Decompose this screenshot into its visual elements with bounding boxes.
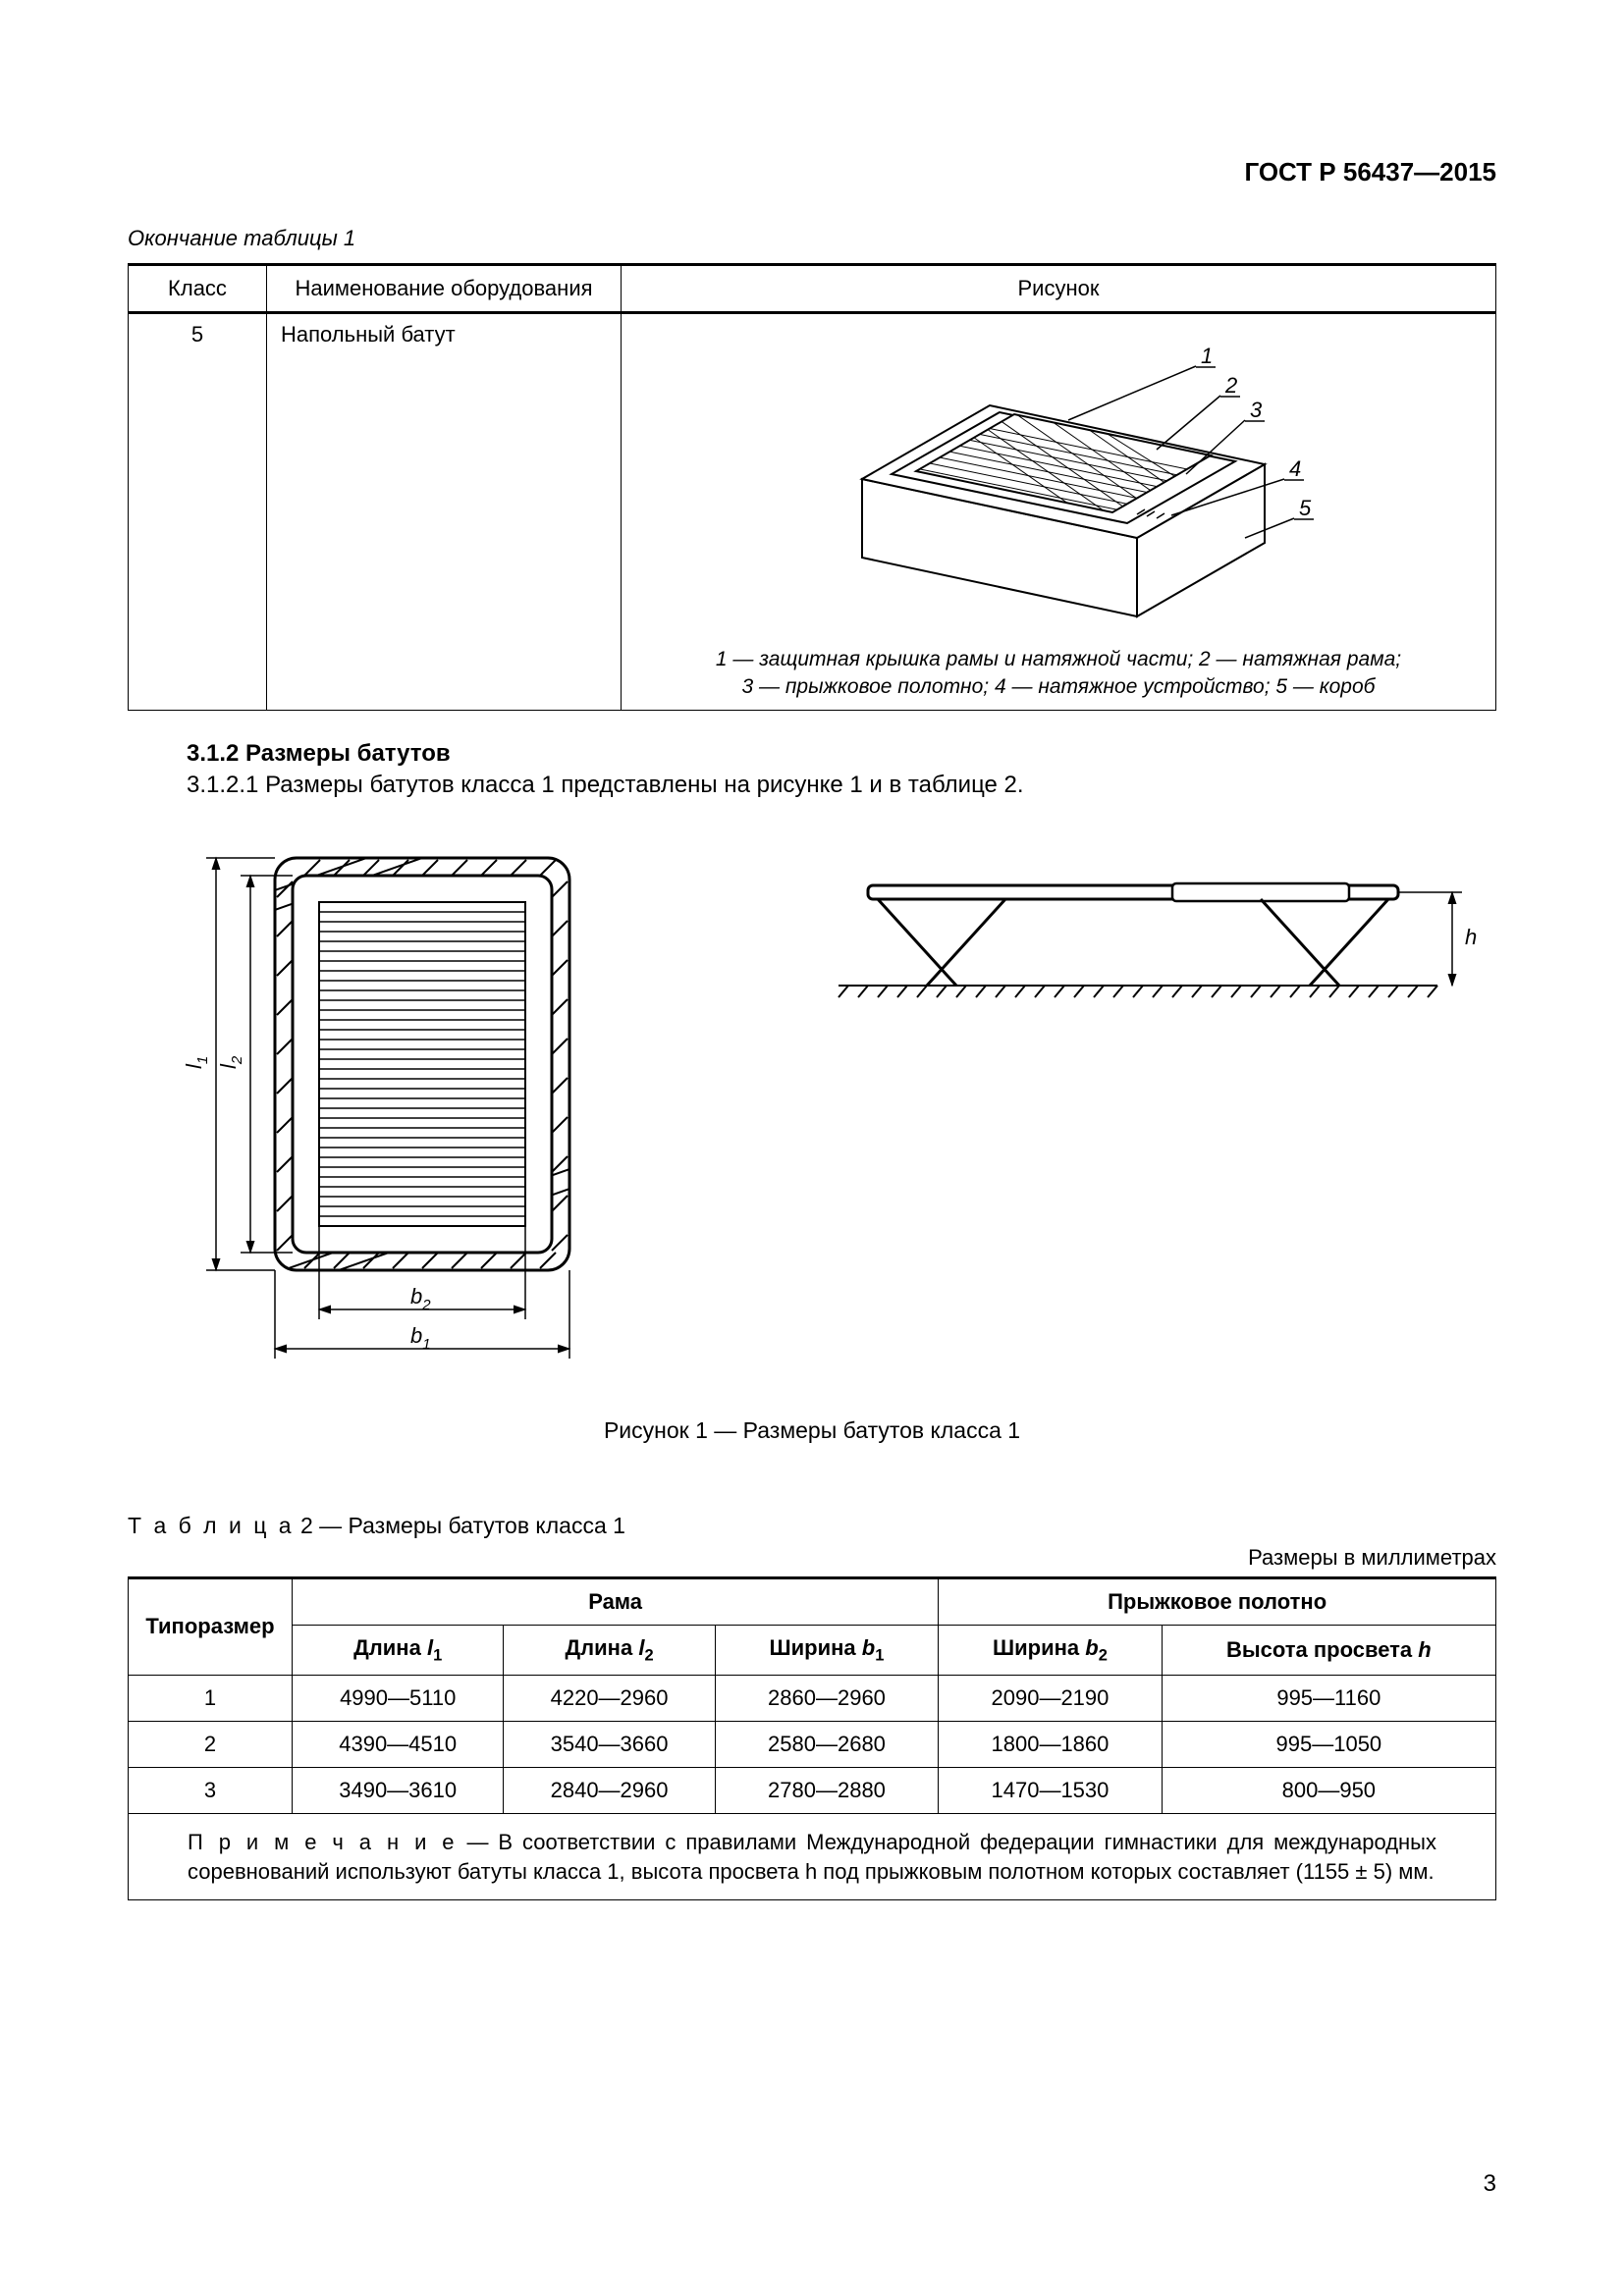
page-number: 3 (1484, 2170, 1496, 2198)
t2-h-frame: Рама (293, 1577, 939, 1625)
table1-cell-diagram: 1 2 3 4 5 1 — защитная крышка рамы и нат… (622, 313, 1496, 711)
t2-h-mat: Прыжковое полотно (939, 1577, 1496, 1625)
t2-sh-b1: Ширина b1 (715, 1625, 938, 1675)
t2-h-type: Типоразмер (129, 1577, 293, 1675)
t2-sh-l2: Длина l2 (504, 1625, 715, 1675)
section-3-1-2-1-text: 3.1.2.1 Размеры батутов класса 1 предста… (187, 772, 1496, 799)
callout-5: 5 (1299, 496, 1312, 520)
figure-1-side-view: h (809, 838, 1496, 1054)
table1-header-image: Рисунок (622, 265, 1496, 313)
table-row: 24390—45103540—36602580—26801800—1860995… (129, 1722, 1496, 1768)
table-1: Класс Наименование оборудования Рисунок … (128, 263, 1496, 711)
floor-trampoline-diagram: 1 2 3 4 5 (784, 322, 1333, 636)
table-2-note: П р и м е ч а н и е — В соответствии с п… (129, 1814, 1496, 1900)
section-3-1-2-heading: 3.1.2 Размеры батутов (187, 740, 1496, 768)
figure-1-caption: Рисунок 1 — Размеры батутов класса 1 (128, 1417, 1496, 1444)
t2-sh-l1: Длина l1 (293, 1625, 504, 1675)
svg-text:h: h (1465, 925, 1477, 949)
table-2-units: Размеры в миллиметрах (128, 1545, 1496, 1571)
table-row: 14990—51104220—29602860—29602090—2190995… (129, 1676, 1496, 1722)
svg-text:l1: l1 (182, 1055, 211, 1068)
table1-cell-class: 5 (129, 313, 267, 711)
t2-sh-b2: Ширина b2 (939, 1625, 1162, 1675)
table1-continuation-label: Окончание таблицы 1 (128, 226, 1496, 251)
callout-1: 1 (1201, 344, 1213, 368)
callout-3: 3 (1250, 398, 1263, 422)
table-2: Типоразмер Рама Прыжковое полотно Длина … (128, 1576, 1496, 1901)
table1-cell-name: Напольный батут (267, 313, 622, 711)
table1-header-class: Класс (129, 265, 267, 313)
figure-1-top-view: l1 l2 b2 b1 (128, 838, 619, 1388)
table-row: 33490—36102840—29602780—28801470—1530800… (129, 1768, 1496, 1814)
table-2-caption: Т а б л и ц а 2 — Размеры батутов класса… (128, 1513, 1496, 1539)
svg-text:l2: l2 (216, 1055, 245, 1069)
table1-header-name: Наименование оборудования (267, 265, 622, 313)
callout-4: 4 (1289, 456, 1301, 481)
callout-2: 2 (1224, 373, 1237, 398)
figure-1-row: l1 l2 b2 b1 (128, 838, 1496, 1388)
diagram-caption: 1 — защитная крышка рамы и натяжной част… (635, 646, 1482, 702)
document-id: ГОСТ Р 56437—2015 (1244, 157, 1496, 187)
t2-sh-h: Высота просвета h (1162, 1625, 1495, 1675)
